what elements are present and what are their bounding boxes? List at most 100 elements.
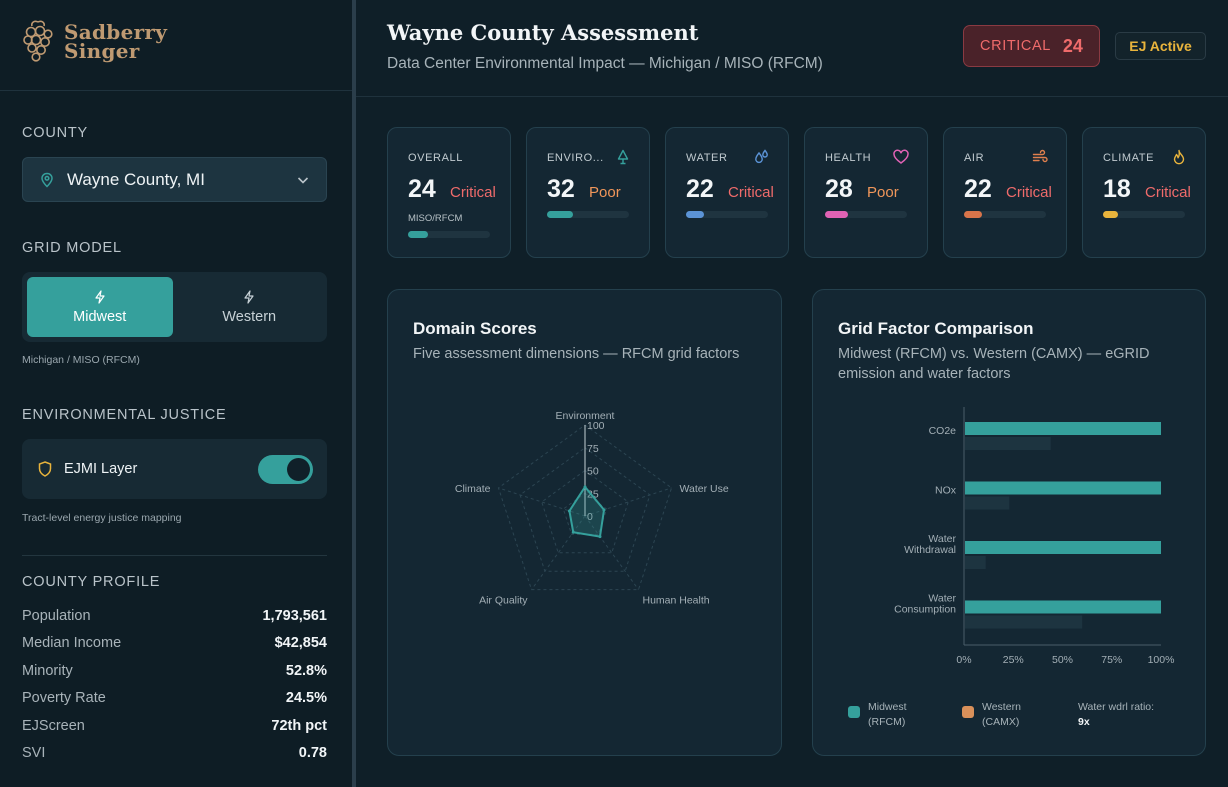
metric-label: AIR — [964, 152, 985, 164]
radar-tick-label: 0 — [587, 511, 593, 523]
legend-label: (RFCM) — [868, 716, 906, 728]
page-subtitle: Data Center Environmental Impact — Michi… — [387, 55, 823, 72]
legend-label: (CAMX) — [982, 716, 1020, 728]
bar-western — [965, 496, 1010, 510]
lightning-icon — [244, 289, 254, 304]
sidebar: Sadberry Singer COUNTY Wayne County, MI … — [0, 0, 352, 787]
category-label: Consumption — [894, 604, 956, 616]
metric-progress-fill — [825, 211, 848, 218]
metric-progress-track — [1103, 211, 1185, 218]
radar-series-shape — [568, 485, 606, 538]
metric-grade: Critical — [450, 184, 496, 201]
metric-progress-track — [825, 211, 907, 218]
metric-card-climate[interactable]: CLIMATE 18 Critical — [1082, 127, 1206, 258]
metric-progress-fill — [964, 211, 982, 218]
radar-axis-label: Air Quality — [479, 595, 528, 607]
metric-score: 22 — [964, 175, 992, 203]
radar-tick-label: 50 — [587, 466, 599, 478]
metric-label: CLIMATE — [1103, 152, 1155, 164]
ej-layer-card: EJMI Layer — [22, 439, 327, 499]
metric-score: 22 — [686, 175, 714, 203]
page-header: Wayne County Assessment Data Center Envi… — [356, 0, 1228, 97]
grid-factor-bar-chart: 0% 25% 50% 75% 100%CO2eNOxWaterWithdrawalWat… — [894, 407, 1174, 666]
ej-note: Tract-level energy justice mapping — [22, 512, 182, 524]
x-tick-label: 0% — [956, 654, 971, 666]
radar-point — [567, 509, 571, 513]
shield-icon — [38, 461, 52, 477]
category-label: Water — [928, 593, 956, 605]
metric-progress-fill — [686, 211, 704, 218]
bar-western — [965, 556, 986, 569]
county-section-label: COUNTY — [22, 125, 89, 141]
category-label: CO2e — [929, 425, 957, 437]
ej-layer-toggle[interactable] — [258, 454, 313, 484]
metric-progress-fill — [1103, 211, 1118, 218]
grid-option-midwest-label: Midwest — [73, 308, 127, 325]
grid-option-midwest[interactable]: Midwest — [27, 277, 173, 337]
x-tick-label: 75% — [1101, 654, 1122, 666]
bar-western — [965, 615, 1083, 629]
profile-row-svi: SVI 0.78 — [22, 740, 327, 768]
metric-card-health[interactable]: HEALTH 28 Poor — [804, 127, 928, 258]
profile-value: 24.5% — [285, 690, 327, 707]
bar-midwest — [965, 422, 1161, 435]
profile-row-minority: Minority 52.8% — [22, 657, 327, 685]
profile-row-income: Median Income $42,854 — [22, 630, 327, 658]
metric-grade: Poor — [589, 184, 621, 201]
metric-card-air[interactable]: AIR 22 Critical — [943, 127, 1067, 258]
radar-grid-ring — [541, 469, 629, 554]
metric-score: 32 — [547, 175, 575, 203]
metric-subtext: MISO/RFCM — [408, 213, 463, 224]
divider — [0, 90, 352, 91]
chevron-down-icon — [297, 176, 309, 184]
category-label: Water — [928, 533, 956, 545]
ej-layer-label: EJMI Layer — [64, 461, 138, 477]
legend-item-western: Western (CAMX) — [962, 700, 1021, 730]
grid-model-label: GRID MODEL — [22, 240, 122, 256]
wind-icon — [1032, 149, 1048, 163]
profile-value: $42,854 — [274, 635, 327, 652]
metric-card-overall[interactable]: OVERALL 24 Critical MISO/RFCM — [387, 127, 511, 258]
ej-active-badge: EJ Active — [1115, 32, 1206, 60]
metric-score: 28 — [825, 175, 853, 203]
metric-grade: Critical — [1006, 184, 1052, 201]
radar-axis-label: Water Use — [680, 483, 729, 495]
grid-option-western-label: Western — [222, 308, 277, 325]
grid-factor-panel: Grid Factor Comparison Midwest (RFCM) vs… — [812, 289, 1206, 756]
profile-row-ejscreen: EJScreen 72th pct — [22, 712, 327, 740]
radar-grid-ring — [519, 447, 651, 572]
domain-scores-subtitle: Five assessment dimensions — RFCM grid f… — [413, 346, 740, 362]
radar-axis-label: Climate — [455, 483, 491, 495]
sidebar-scrollbar[interactable] — [352, 0, 356, 787]
radar-point — [583, 485, 587, 489]
map-pin-icon — [41, 172, 53, 188]
brand-name-line2: Singer — [64, 39, 140, 63]
metric-card-water[interactable]: WATER 22 Critical — [665, 127, 789, 258]
domain-scores-panel: Domain Scores Five assessment dimensions… — [387, 289, 782, 756]
bar-midwest — [965, 481, 1161, 495]
domain-scores-title: Domain Scores — [413, 319, 537, 338]
radar-chart: 100 75 50 25 0 Environment Water Use Human Heal… — [455, 410, 729, 607]
radar-point — [598, 535, 602, 539]
radar-tick-label: 75 — [587, 443, 599, 455]
metric-grade: Critical — [1145, 184, 1191, 201]
grid-option-western[interactable]: Western — [177, 277, 323, 337]
critical-badge-label: CRITICAL — [980, 38, 1051, 54]
metric-label: HEALTH — [825, 152, 872, 164]
brand-logo[interactable]: Sadberry Singer — [20, 18, 167, 66]
legend-label: Midwest — [868, 701, 907, 713]
profile-row-population: Population 1,793,561 — [22, 602, 327, 630]
bar-western — [965, 437, 1051, 450]
profile-key: EJScreen — [22, 717, 85, 734]
profile-row-poverty: Poverty Rate 24.5% — [22, 685, 327, 713]
water-ratio-value: 9x — [1078, 716, 1090, 728]
x-tick-label: 50% — [1052, 654, 1073, 666]
x-tick-label: 25% — [1003, 654, 1024, 666]
metric-label: OVERALL — [408, 152, 463, 164]
droplets-icon — [755, 149, 768, 164]
metric-card-enviro[interactable]: ENVIRO... 32 Poor — [526, 127, 650, 258]
county-profile-list: Population 1,793,561 Median Income $42,854… — [22, 602, 327, 767]
flame-icon — [1173, 149, 1185, 165]
county-select[interactable]: Wayne County, MI — [22, 157, 327, 202]
metric-progress-fill — [547, 211, 573, 218]
